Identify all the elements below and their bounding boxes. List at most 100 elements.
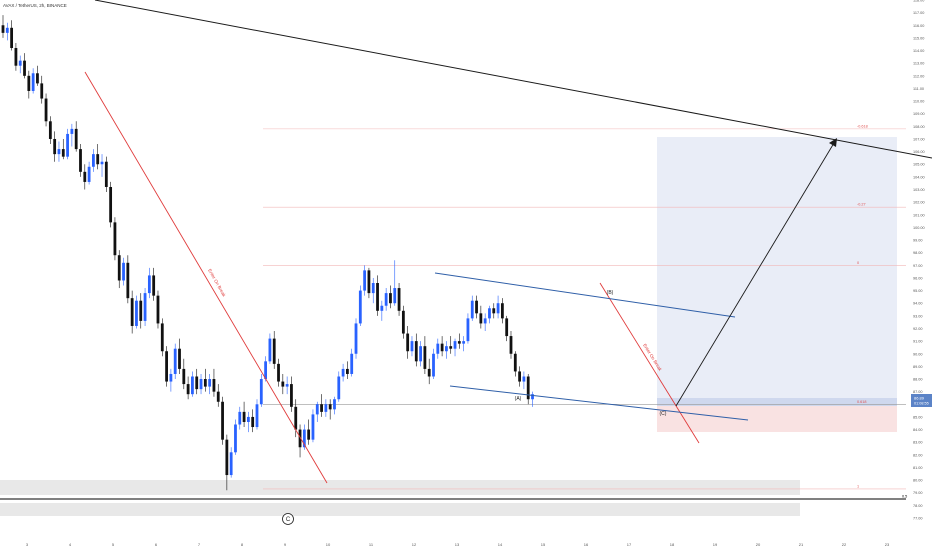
y-tick-label: 92.00 <box>913 327 923 331</box>
x-tick-label: 3 <box>26 542 29 547</box>
candle-body <box>40 83 44 99</box>
descending-trendline-left[interactable] <box>84 71 328 484</box>
y-tick-label: 107.00 <box>913 137 925 141</box>
candle-body <box>182 368 186 385</box>
y-tick-label: 112.00 <box>913 74 924 78</box>
y-tick-label: 79.00 <box>913 491 923 495</box>
y-tick-label: 96.00 <box>913 276 923 280</box>
candle-body <box>10 27 14 49</box>
candle-body <box>87 166 91 182</box>
descending-trendline-right[interactable] <box>599 282 700 444</box>
y-tick-label: 110.00 <box>913 100 924 104</box>
wave-label-a: (A) <box>515 396 522 402</box>
candle-body <box>457 341 461 344</box>
candle-body <box>251 416 255 428</box>
candle-body <box>449 346 453 349</box>
candle-body <box>462 341 466 344</box>
candle-body <box>315 404 319 415</box>
candle-body <box>66 133 69 157</box>
candle-body <box>363 270 367 291</box>
wave-label-b: (B) <box>607 290 614 296</box>
candle-body <box>350 353 354 374</box>
y-tick-label: 116.00 <box>913 24 924 28</box>
candle-body <box>57 149 61 155</box>
candle-body <box>518 371 521 382</box>
candle-body <box>130 298 134 326</box>
candle-body <box>216 391 220 402</box>
projection-arrowhead <box>829 138 837 147</box>
candle-body <box>500 303 504 319</box>
projection-arrow[interactable] <box>675 142 835 407</box>
y-tick-label: 102.00 <box>913 201 925 205</box>
x-tick-label: 20 <box>756 542 761 547</box>
wave-label-c-circled: C <box>286 517 291 523</box>
x-tick-label: 19 <box>713 542 718 547</box>
candle-body <box>36 73 39 84</box>
y-tick-label: 78.00 <box>913 504 923 508</box>
y-tick-label: 91.00 <box>913 340 923 344</box>
channel-lower-line[interactable] <box>449 385 749 421</box>
candle-body <box>285 384 289 387</box>
candle-body <box>74 128 78 150</box>
x-tick-label: 16 <box>584 542 589 547</box>
candle-body <box>453 341 457 349</box>
y-tick-label: 89.00 <box>913 365 923 369</box>
candle-body <box>531 394 534 400</box>
y-tick-label: 88.00 <box>913 378 923 382</box>
candle-body <box>173 348 177 374</box>
candle-body <box>44 98 48 122</box>
candle-body <box>48 121 52 139</box>
candle-body <box>79 149 82 172</box>
candle-body <box>432 353 435 377</box>
x-tick-label: 18 <box>670 542 675 547</box>
candle-body <box>212 379 216 392</box>
candle-body <box>393 288 397 304</box>
y-tick-label: 115.00 <box>913 36 924 40</box>
candle-body <box>221 401 224 440</box>
candle-body <box>509 336 513 354</box>
candle-body <box>165 351 168 382</box>
y-tick-label: 109.00 <box>913 112 925 116</box>
candle-body <box>160 323 164 352</box>
candle-body <box>427 368 431 377</box>
candle-body <box>488 308 491 319</box>
candle-body <box>135 300 138 326</box>
x-tick-label: 17 <box>627 542 632 547</box>
candle-body <box>268 338 272 362</box>
wave-c-circle-marker <box>282 513 294 525</box>
candle-body <box>492 308 496 314</box>
candle-body <box>23 60 26 76</box>
y-tick-label: 101.00 <box>913 213 925 217</box>
y-tick-label: 100.00 <box>913 226 925 230</box>
x-tick-label: 8 <box>241 542 244 547</box>
x-tick-label: 14 <box>498 542 503 547</box>
candle-body <box>61 149 65 157</box>
level-label-2: 0 <box>857 261 859 265</box>
candle-body <box>479 313 483 324</box>
candle-body <box>147 275 151 294</box>
candle-body <box>31 73 35 91</box>
candle-body <box>53 138 57 155</box>
candle-body <box>14 48 18 66</box>
symbol-header: AVAX / TetherUS, 2h, BINANCE <box>3 3 67 8</box>
candle-body <box>242 411 246 422</box>
y-tick-label: 90.00 <box>913 352 923 356</box>
candle-body <box>83 171 87 182</box>
y-tick-label: 117.00 <box>913 11 924 15</box>
last-price-badge <box>911 394 932 407</box>
long-term-resistance-line[interactable] <box>94 0 932 159</box>
y-tick-label: 111.00 <box>913 87 924 91</box>
candle-body <box>470 300 474 319</box>
candle-body <box>203 379 207 387</box>
candle-body <box>389 293 392 304</box>
candle-body <box>92 154 95 167</box>
channel-upper-line[interactable] <box>434 272 736 318</box>
y-tick-label: 85.00 <box>913 415 923 419</box>
y-tick-label: 106.00 <box>913 150 925 154</box>
level-label-0: -0.618 <box>857 124 868 128</box>
x-tick-label: 5 <box>112 542 115 547</box>
candle-body <box>320 404 323 412</box>
y-tick-label: 81.00 <box>913 466 923 470</box>
candle-body <box>483 318 487 324</box>
